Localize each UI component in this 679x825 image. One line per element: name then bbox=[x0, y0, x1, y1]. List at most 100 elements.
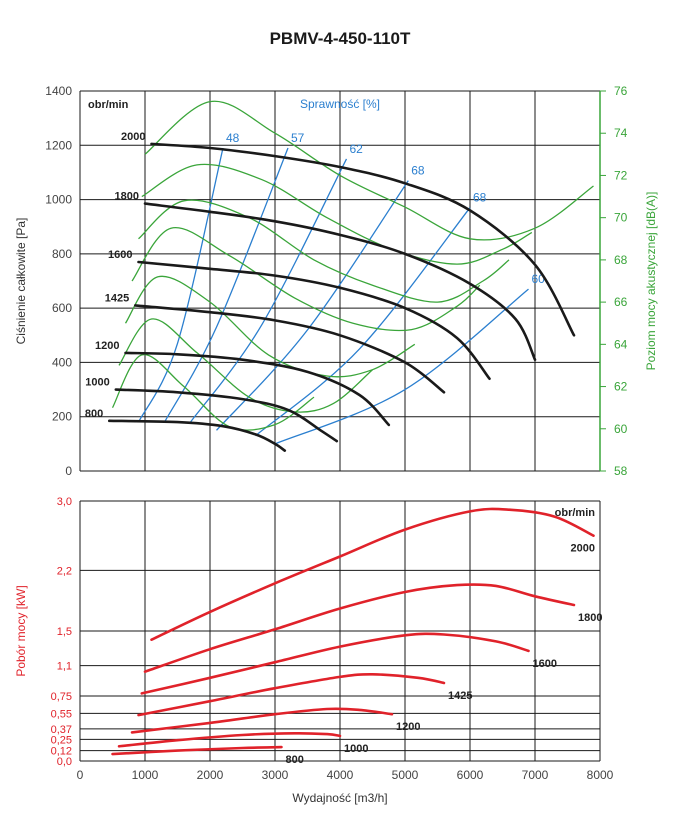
efficiency-label: 57 bbox=[291, 131, 305, 145]
x-tick-label: 3000 bbox=[262, 768, 289, 782]
efficiency-line bbox=[163, 147, 289, 423]
rpm-label: 1200 bbox=[396, 721, 420, 733]
y-tick-label: 0,75 bbox=[51, 691, 72, 703]
rpm-label: 2000 bbox=[121, 131, 145, 143]
right-tick-label: 64 bbox=[614, 337, 628, 351]
sound-line bbox=[144, 100, 594, 241]
y-tick-label: 1200 bbox=[45, 138, 72, 152]
y-tick-label: 3,0 bbox=[57, 496, 72, 508]
rpm-label: 800 bbox=[85, 408, 103, 420]
rpm-label: 1600 bbox=[108, 249, 132, 261]
x-tick-label: 7000 bbox=[522, 768, 549, 782]
x-tick-label: 4000 bbox=[327, 768, 354, 782]
x-tick-label: 2000 bbox=[197, 768, 224, 782]
efficiency-title: Sprawność [%] bbox=[300, 97, 380, 111]
pressure-curve bbox=[114, 388, 339, 443]
y-tick-label: 600 bbox=[52, 301, 72, 315]
efficiency-line bbox=[137, 147, 224, 423]
rpm-label: 1600 bbox=[533, 658, 557, 670]
right-tick-label: 68 bbox=[614, 253, 628, 267]
power-curve bbox=[111, 745, 283, 756]
y-tick-label: 0,37 bbox=[51, 724, 72, 736]
y-tick-label: 1,5 bbox=[57, 626, 72, 638]
rpm-unit-label: obr/min bbox=[555, 507, 596, 519]
y-tick-label: 0,0 bbox=[57, 756, 72, 768]
y-tick-label: 400 bbox=[52, 355, 72, 369]
y-tick-label: 0,12 bbox=[51, 746, 72, 758]
chart-title: PBMV-4-450-110T bbox=[270, 29, 411, 48]
right-tick-label: 70 bbox=[614, 211, 628, 225]
pressure-curves bbox=[108, 142, 576, 452]
right-tick-label: 72 bbox=[614, 168, 628, 182]
pressure-curve bbox=[150, 142, 576, 337]
efficiency-line bbox=[216, 180, 409, 431]
rpm-label: 1200 bbox=[95, 340, 119, 352]
x-axis-label: Wydajność [m3/h] bbox=[292, 791, 387, 805]
power-curve bbox=[130, 707, 394, 734]
right-tick-label: 76 bbox=[614, 84, 628, 98]
efficiency-label: 68 bbox=[473, 191, 487, 205]
x-tick-label: 0 bbox=[77, 768, 84, 782]
pressure-labels: 2000 1800 1600 1425 1200 1000 800 bbox=[85, 131, 146, 420]
rpm-label: 800 bbox=[286, 754, 304, 766]
efficiency-label: 62 bbox=[350, 142, 364, 156]
pressure-curve bbox=[108, 419, 287, 452]
power-curve bbox=[150, 507, 595, 641]
power-curve bbox=[143, 583, 576, 673]
right-tick-label: 62 bbox=[614, 380, 628, 394]
efficiency-line bbox=[255, 207, 471, 437]
y-tick-label: 0 bbox=[65, 464, 72, 478]
x-tick-label: 8000 bbox=[587, 768, 614, 782]
power-curve bbox=[117, 731, 342, 748]
y-axis-label: Pobór mocy [kW] bbox=[14, 585, 28, 676]
sound-line bbox=[138, 199, 510, 303]
right-tick-label: 66 bbox=[614, 295, 628, 309]
efficiency-label: 68 bbox=[411, 164, 425, 178]
y-tick-label: 1000 bbox=[45, 193, 72, 207]
sound-line bbox=[141, 163, 533, 265]
rpm-label: 2000 bbox=[571, 543, 595, 555]
pressure-curve bbox=[134, 304, 446, 394]
pressure-curve bbox=[143, 202, 537, 361]
x-tick-label: 5000 bbox=[392, 768, 419, 782]
rpm-label: 1800 bbox=[578, 612, 602, 624]
rpm-unit-label: obr/min bbox=[88, 99, 129, 111]
rpm-label: 1800 bbox=[115, 191, 139, 203]
sound-line bbox=[131, 227, 481, 332]
power-curve bbox=[137, 672, 446, 717]
rpm-label: 1425 bbox=[105, 292, 129, 304]
sound-power-lines bbox=[111, 100, 594, 431]
y-tick-label: 0,25 bbox=[51, 734, 72, 746]
y-tick-label: 0,55 bbox=[51, 708, 72, 720]
power-grid: 0 1000 2000 3000 4000 5000 6000 7000 8000 0,00,12… bbox=[14, 496, 614, 805]
right-tick-label: 74 bbox=[614, 126, 628, 140]
y-tick-label: 200 bbox=[52, 410, 72, 424]
efficiency-line bbox=[189, 158, 348, 423]
y-tick-label: 1400 bbox=[45, 84, 72, 98]
y-tick-label: 1,1 bbox=[57, 661, 72, 673]
right-tick-label: 58 bbox=[614, 464, 628, 478]
rpm-label: 1000 bbox=[85, 377, 109, 389]
efficiency-label: 48 bbox=[226, 131, 240, 145]
x-tick-label: 1000 bbox=[132, 768, 159, 782]
x-tick-label: 6000 bbox=[457, 768, 484, 782]
rpm-label: 1425 bbox=[448, 690, 472, 702]
pressure-curve bbox=[137, 260, 491, 380]
y-tick-label: 2,2 bbox=[57, 565, 72, 577]
right-tick-label: 60 bbox=[614, 422, 628, 436]
power-curves bbox=[111, 507, 595, 756]
sound-line bbox=[111, 354, 315, 431]
sound-line bbox=[118, 318, 373, 413]
y-tick-label: 800 bbox=[52, 247, 72, 261]
pressure-curve bbox=[124, 351, 391, 427]
efficiency-line bbox=[274, 288, 529, 445]
power-labels: 2000 1800 1600 1425 1200 1000 800 bbox=[286, 543, 603, 766]
power-curve bbox=[140, 632, 530, 695]
y-axis-label: Ciśnienie całkowite [Pa] bbox=[14, 218, 28, 345]
pressure-grid: 0 200 400 600 800 1000 1200 1400 58 60 62 64 66 68 70 7… bbox=[14, 84, 658, 478]
rpm-label: 1000 bbox=[344, 743, 368, 755]
right-axis-label: Poziom mocy akustycznej [dB(A)] bbox=[644, 192, 658, 371]
